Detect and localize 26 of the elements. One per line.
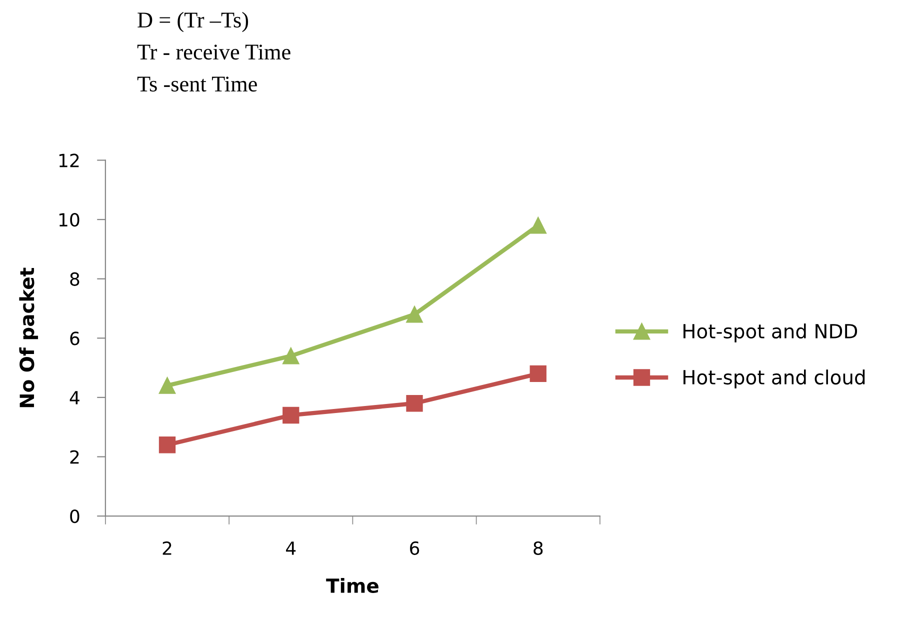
point: [406, 306, 423, 323]
y-tick-label: 12: [59, 154, 79, 168]
y-tick-label: 6: [70, 332, 80, 346]
x-tick-label: 6: [410, 541, 420, 556]
point: [530, 365, 546, 382]
y-tick-label: 0: [70, 510, 80, 524]
y-tick-label: 8: [70, 272, 80, 286]
y-tick-label: 10: [59, 212, 80, 227]
x-tick-label: 2: [162, 541, 172, 555]
x-axis-title: Time: [326, 578, 378, 594]
x-tick-label: 4: [286, 542, 296, 555]
y-axis-title: No Of packet: [19, 268, 38, 408]
text: D = (Tr –Ts): [138, 12, 248, 32]
legend-label: Hot-spot and cloud: [684, 370, 865, 388]
point: [282, 348, 300, 364]
point: [282, 406, 300, 424]
point: [406, 395, 423, 412]
y-tick-label: 2: [70, 450, 79, 464]
point: [530, 217, 546, 234]
legend-label: Hot-spot and NDD: [684, 323, 858, 342]
x-tick-label: 8: [534, 541, 543, 556]
y-tick-label: 4: [70, 391, 80, 404]
point: [158, 377, 176, 394]
point: [158, 436, 176, 454]
text: Tr - receive Time: [137, 44, 290, 60]
text: Ts -sent Time: [137, 76, 257, 92]
